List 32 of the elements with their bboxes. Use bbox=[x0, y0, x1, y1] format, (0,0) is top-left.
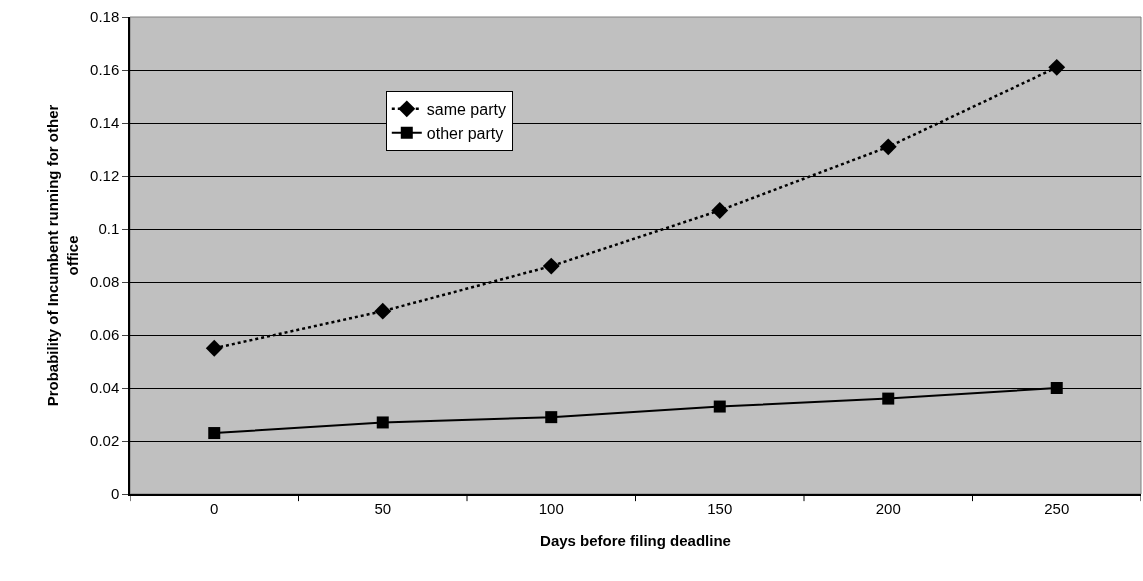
x-tick-label: 250 bbox=[1044, 499, 1070, 517]
y-tick-label: 0.16 bbox=[90, 61, 120, 79]
y-tick-label: 0.04 bbox=[90, 379, 120, 397]
y-tick-label: 0.18 bbox=[90, 8, 120, 26]
point bbox=[711, 202, 729, 219]
y-tick-label: 0.1 bbox=[98, 220, 120, 238]
point bbox=[1050, 382, 1063, 394]
x-tick-label: 100 bbox=[538, 499, 564, 517]
x-tick-label: 50 bbox=[374, 499, 392, 517]
point bbox=[205, 339, 223, 357]
y-tick-label: 0.12 bbox=[90, 167, 120, 185]
point bbox=[882, 392, 895, 405]
x-tick-label: 200 bbox=[875, 499, 901, 517]
y-tick-label: 0.06 bbox=[90, 326, 120, 344]
y-tick-label: 0.08 bbox=[90, 273, 120, 291]
point bbox=[713, 400, 726, 413]
y-tick-label: 0.02 bbox=[90, 432, 120, 450]
y-axis-title: Probability of Incumbent running for other office bbox=[44, 104, 81, 407]
legend-label: same party bbox=[426, 101, 506, 119]
y-tick-label: 0.14 bbox=[90, 114, 120, 132]
legend-label: other party bbox=[426, 124, 504, 142]
point bbox=[545, 411, 558, 424]
point bbox=[1048, 58, 1066, 76]
point bbox=[374, 302, 392, 320]
point bbox=[208, 427, 221, 440]
point bbox=[542, 257, 560, 275]
point bbox=[376, 416, 389, 429]
point bbox=[879, 138, 897, 156]
x-tick-label: 150 bbox=[707, 499, 733, 517]
x-axis-title: Days before filing deadline bbox=[540, 532, 731, 550]
y-tick-label: 0 bbox=[110, 485, 120, 503]
x-tick-label: 0 bbox=[210, 499, 219, 517]
